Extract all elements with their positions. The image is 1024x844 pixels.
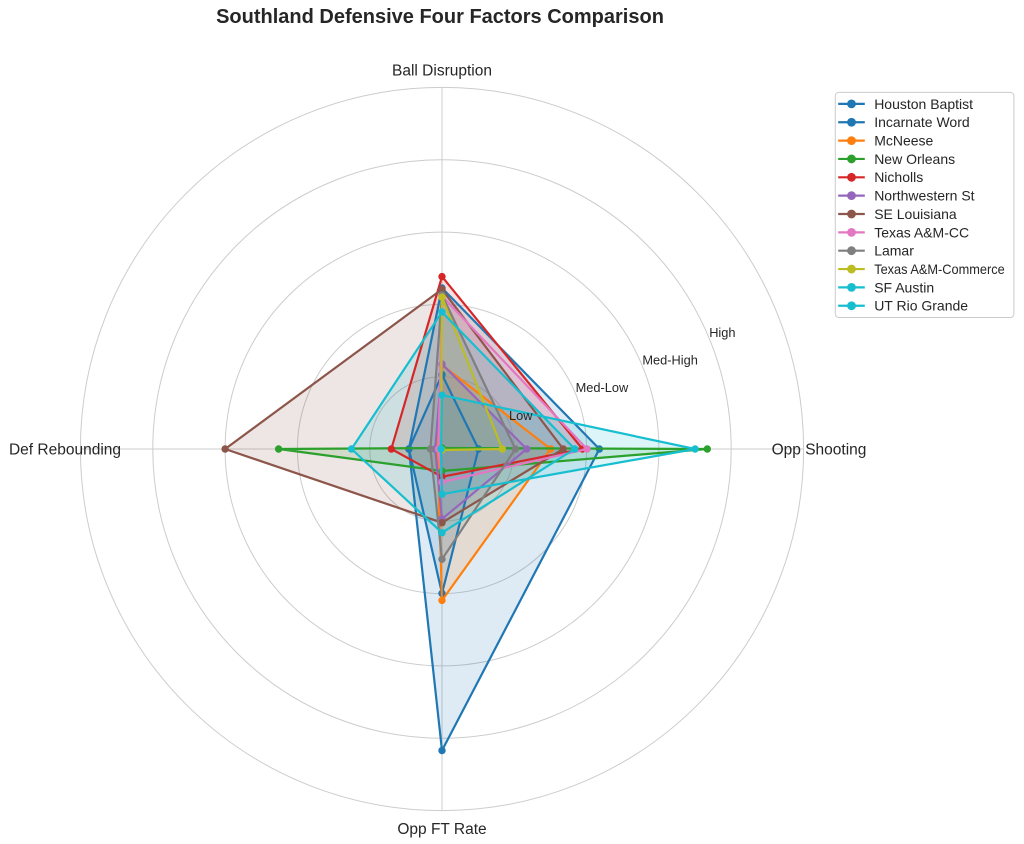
svg-text:Texas A&M-CC: Texas A&M-CC: [874, 224, 969, 240]
svg-text:McNeese: McNeese: [874, 133, 933, 149]
svg-text:Ball Disruption: Ball Disruption: [392, 63, 492, 80]
svg-text:Lamar: Lamar: [874, 243, 914, 259]
svg-text:Nicholls: Nicholls: [874, 169, 923, 185]
svg-text:Texas A&M-Commerce: Texas A&M-Commerce: [874, 261, 1005, 277]
svg-text:New Orleans: New Orleans: [874, 151, 955, 167]
svg-text:SF Austin: SF Austin: [874, 279, 934, 295]
svg-text:UT Rio Grande: UT Rio Grande: [874, 298, 968, 314]
svg-text:Houston Baptist: Houston Baptist: [874, 96, 973, 112]
svg-text:Med-High: Med-High: [642, 353, 697, 368]
svg-text:Med-Low: Med-Low: [576, 380, 629, 395]
svg-text:Incarnate Word: Incarnate Word: [874, 114, 969, 130]
svg-text:Def Rebounding: Def Rebounding: [9, 442, 121, 459]
svg-text:High: High: [709, 325, 735, 340]
svg-text:Low: Low: [509, 408, 533, 423]
svg-text:Northwestern St: Northwestern St: [874, 188, 974, 204]
svg-text:Opp FT Rate: Opp FT Rate: [397, 821, 486, 838]
svg-text:SE Louisiana: SE Louisiana: [874, 206, 957, 222]
svg-text:Southland Defensive Four Facto: Southland Defensive Four Factors Compari…: [216, 6, 664, 28]
svg-text:Opp Shooting: Opp Shooting: [772, 442, 867, 459]
